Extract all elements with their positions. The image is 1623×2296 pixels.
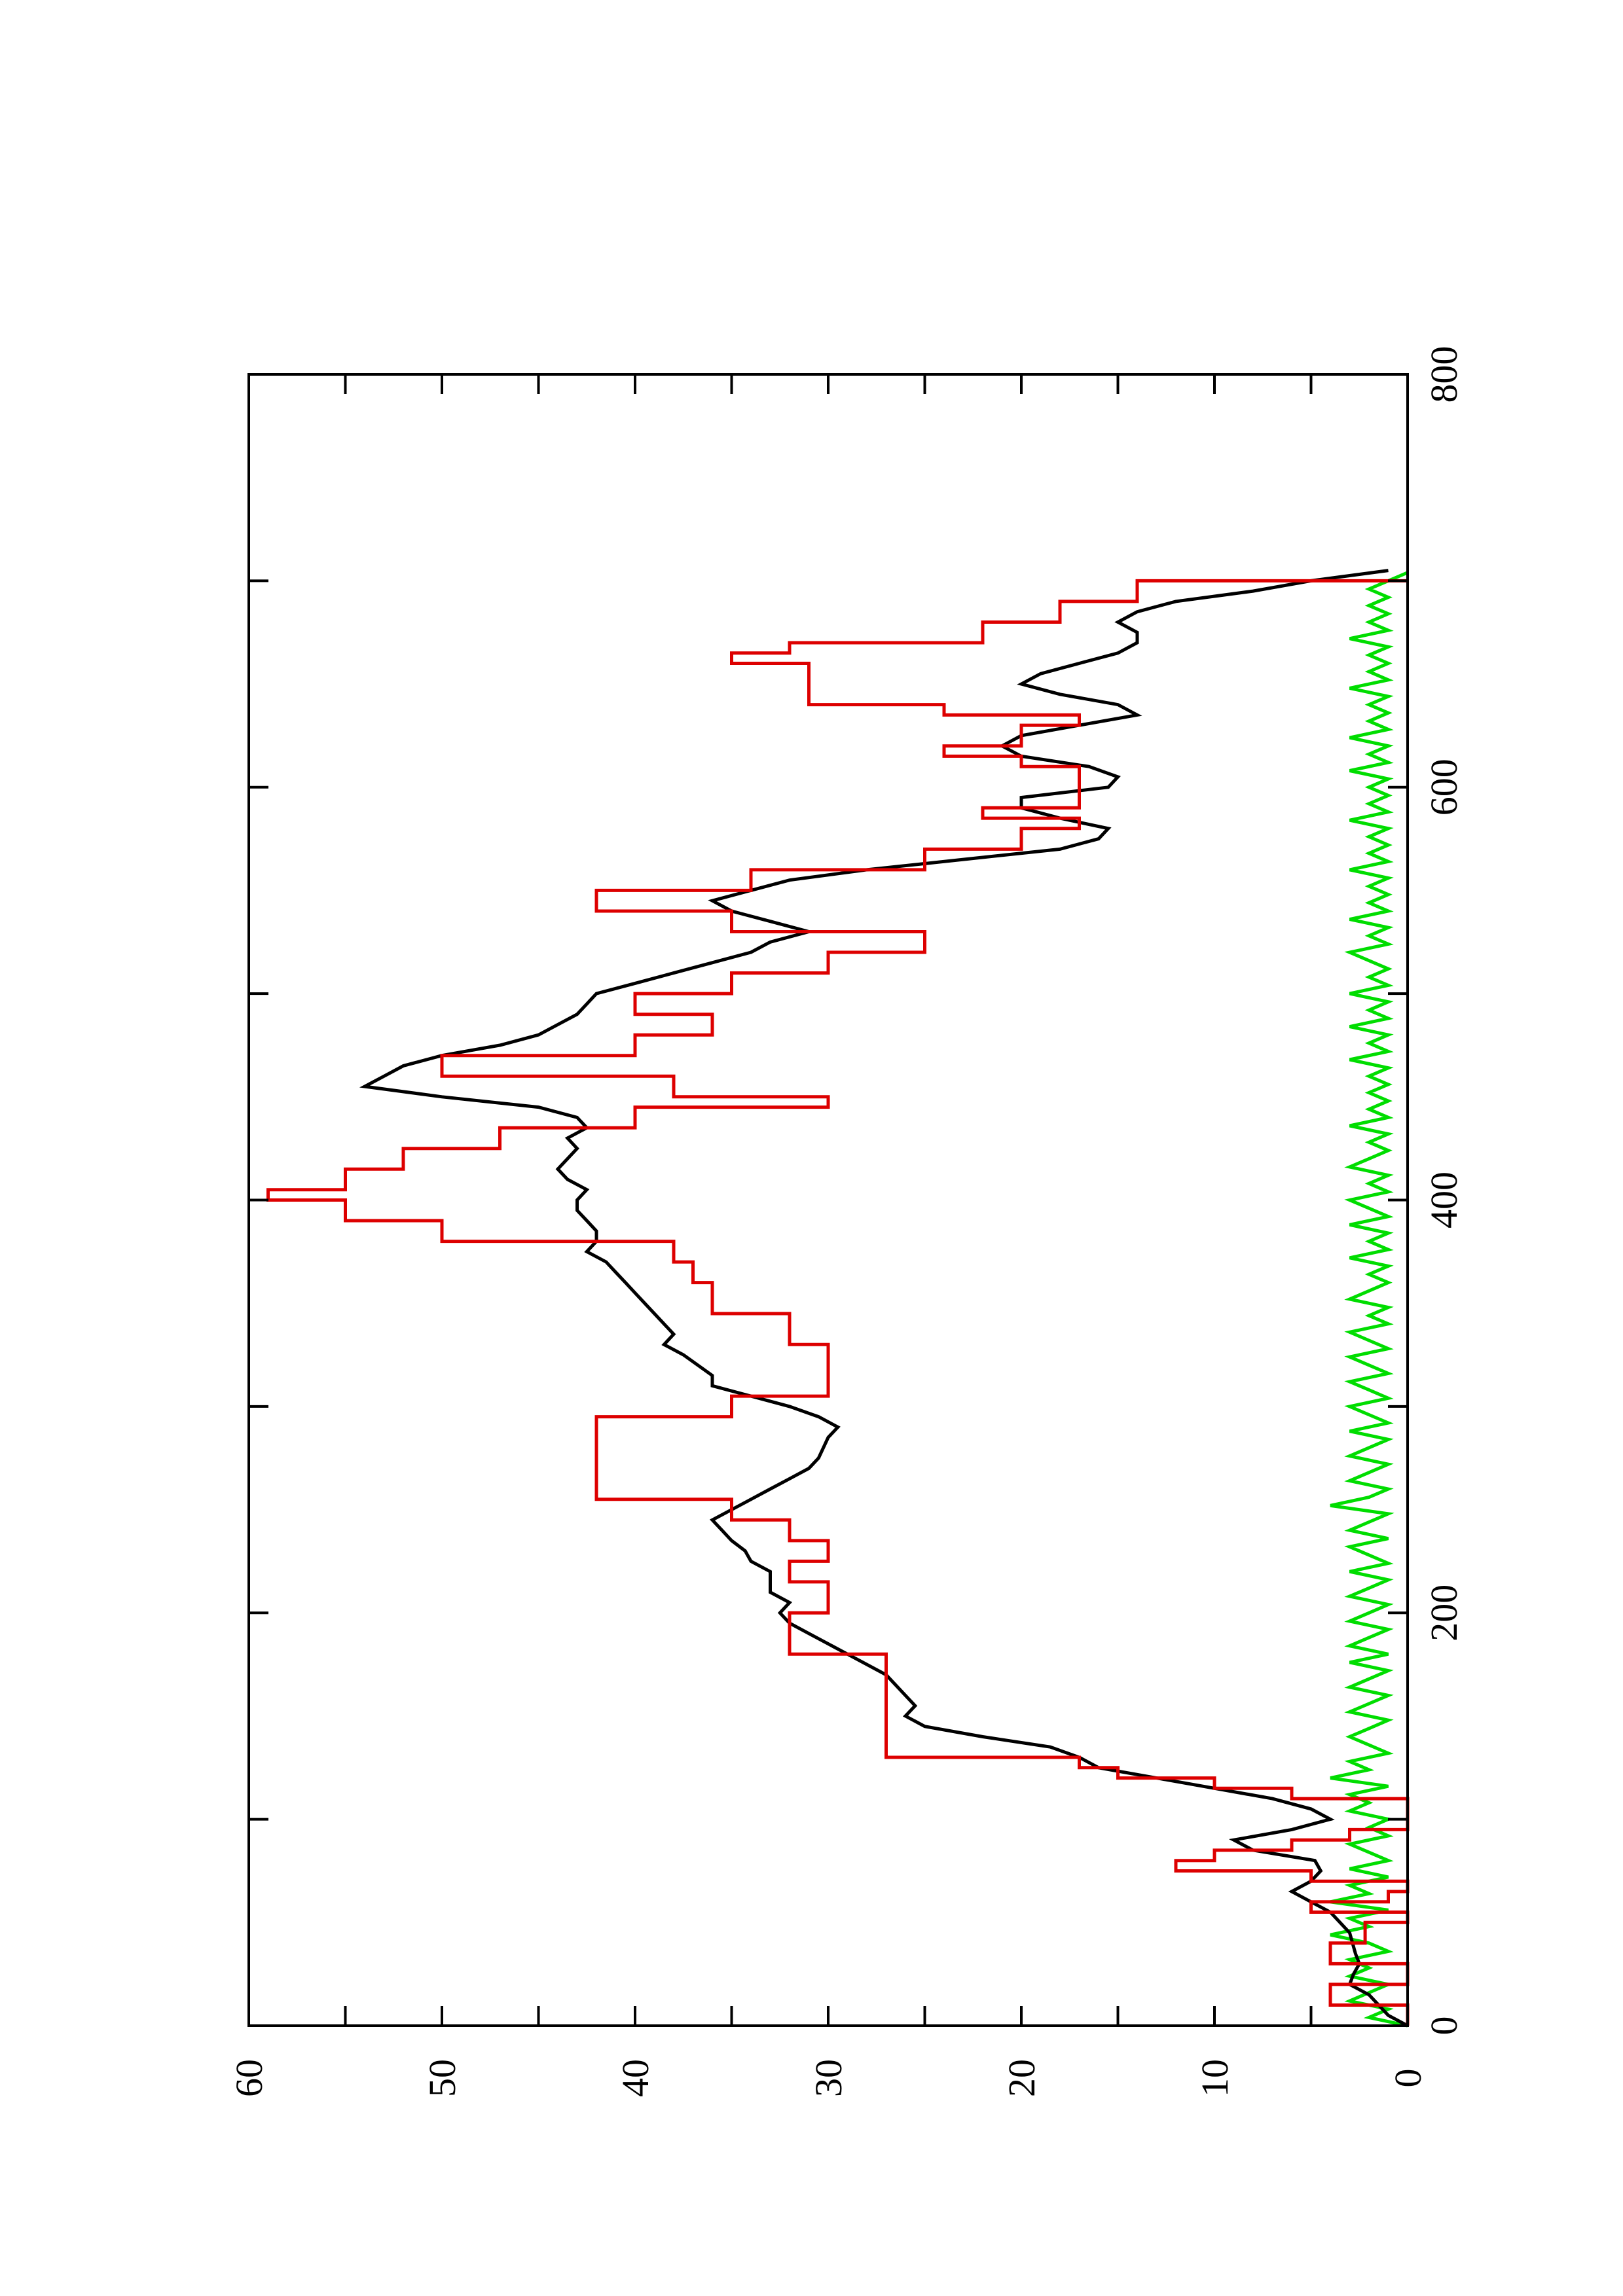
series-line-2 [1330,571,1408,2028]
y-tick-label: 40 [614,2059,657,2097]
series-line-1 [266,579,1410,2026]
label-layer: 0 200 400 600 800 0 10 20 30 40 50 60 [228,346,1465,2098]
series-line-0 [359,569,1409,2028]
y-tick-label: 0 [1387,2069,1429,2088]
y-tick-label: 30 [807,2059,850,2097]
y-tick-label: 10 [1194,2059,1236,2097]
y-tick-label: 50 [421,2059,464,2097]
x-tick-label: 200 [1423,1585,1465,1641]
x-tick-label: 800 [1423,346,1465,403]
tick-layer [247,373,1409,2027]
series-layer [266,569,1410,2028]
x-tick-label: 600 [1423,759,1465,816]
y-tick-label: 20 [1000,2059,1043,2097]
plot-frame [247,373,1409,2027]
x-tick-label: 0 [1423,2017,1465,2036]
y-tick-label: 60 [228,2059,270,2097]
x-tick-label: 400 [1423,1172,1465,1229]
